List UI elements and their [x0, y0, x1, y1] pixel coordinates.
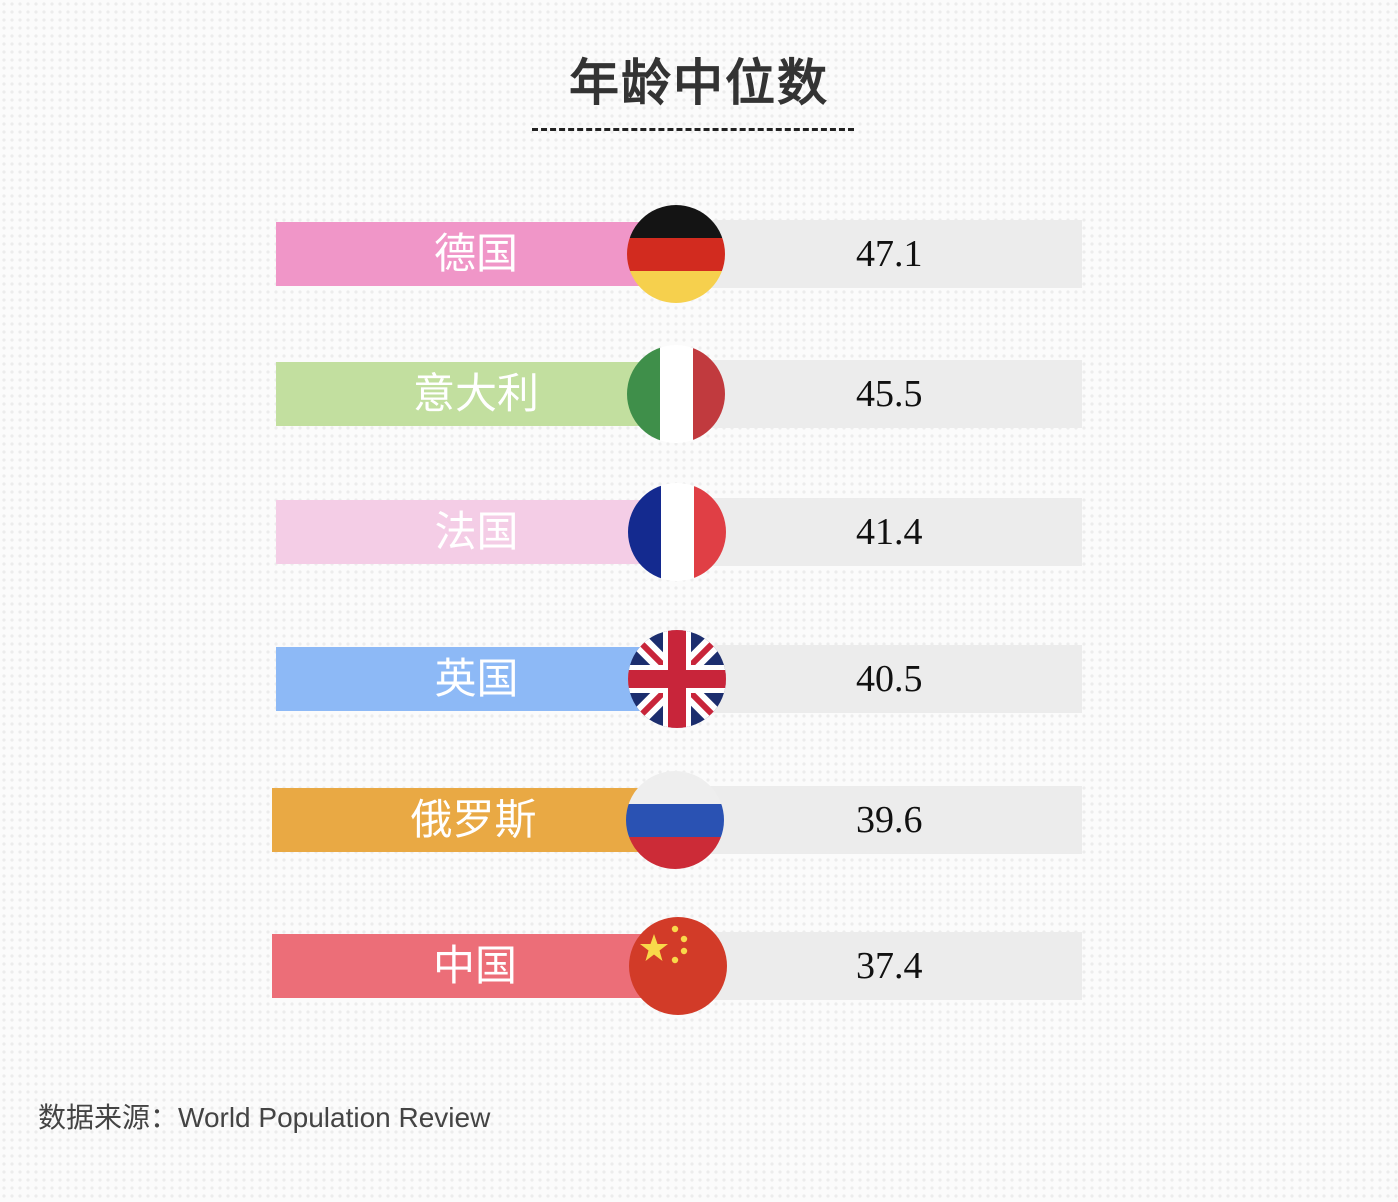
category-label: 中国	[432, 941, 517, 990]
category-bar: 意大利	[276, 362, 676, 426]
bar-track	[677, 645, 1082, 713]
chart-row: 意大利 45.5	[0, 345, 1398, 443]
chart-row: 法国 41.4	[0, 483, 1398, 581]
value-label: 37.4	[856, 945, 923, 987]
russia-flag-icon	[626, 771, 724, 869]
category-label: 俄罗斯	[410, 795, 537, 844]
category-bar: 德国	[276, 222, 676, 286]
chart-row: 英国 40.5	[0, 630, 1398, 728]
title-dashed-underline	[532, 128, 854, 131]
chart-title: 年龄中位数	[569, 54, 829, 112]
category-bar: 中国	[272, 934, 678, 998]
uk-flag-icon	[628, 630, 726, 728]
italy-flag-icon	[627, 345, 725, 443]
germany-flag-icon	[627, 205, 725, 303]
chart-row: 德国 47.1	[0, 205, 1398, 303]
bar-track	[676, 360, 1082, 428]
bar-track	[675, 786, 1082, 854]
value-label: 39.6	[856, 799, 923, 841]
category-bar: 俄罗斯	[272, 788, 675, 852]
category-bar: 英国	[276, 647, 677, 711]
value-label: 47.1	[856, 233, 923, 275]
value-label: 40.5	[856, 658, 923, 700]
source-note: 数据来源：World Population Review	[38, 1096, 490, 1136]
chart-row: 俄罗斯 39.6	[0, 771, 1398, 869]
value-label: 41.4	[856, 511, 923, 553]
category-label: 德国	[433, 229, 518, 278]
bar-track	[677, 498, 1082, 566]
china-flag-icon	[629, 917, 727, 1015]
category-label: 意大利	[412, 369, 539, 418]
source-name: World Population Review	[178, 1102, 491, 1133]
source-label: 数据来源：	[38, 1102, 179, 1133]
category-label: 法国	[434, 507, 519, 556]
bar-track	[678, 932, 1082, 1000]
category-label: 英国	[434, 654, 519, 703]
chart-row: 中国 37.4	[0, 917, 1398, 1015]
value-label: 45.5	[856, 373, 923, 415]
france-flag-icon	[628, 483, 726, 581]
bar-track	[676, 220, 1082, 288]
category-bar: 法国	[276, 500, 677, 564]
